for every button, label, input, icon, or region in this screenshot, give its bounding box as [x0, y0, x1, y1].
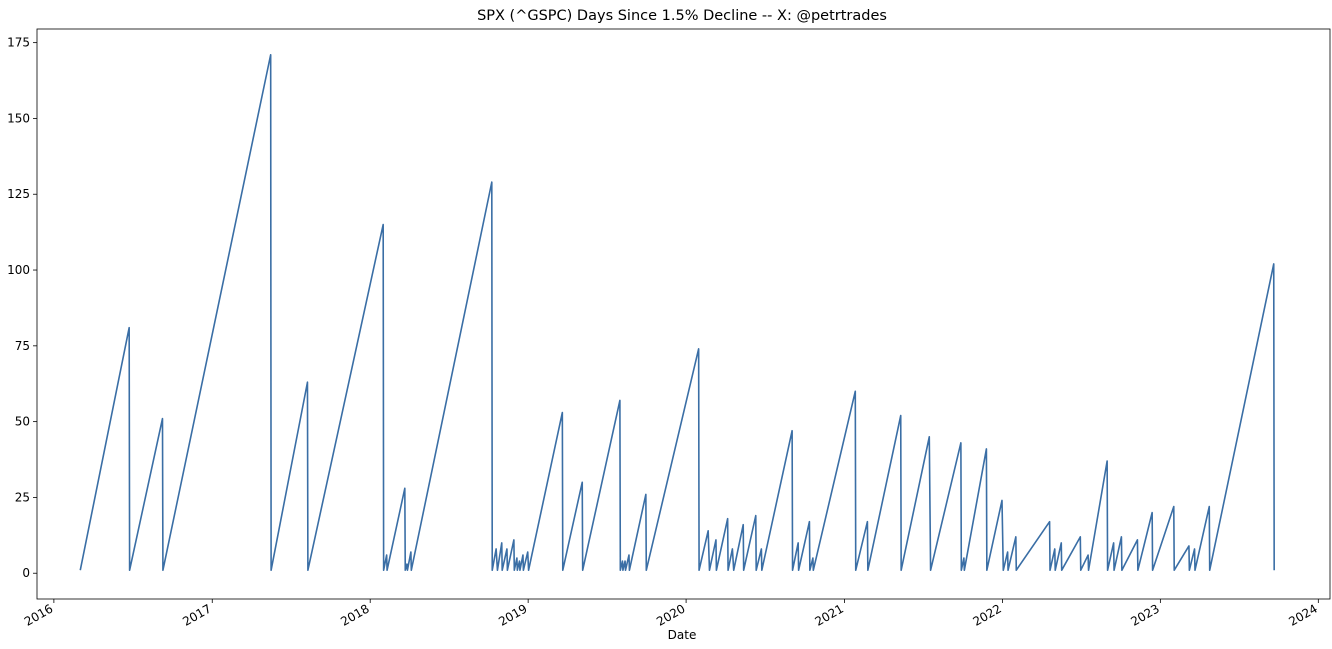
- x-tick-label: 2023: [1128, 601, 1161, 628]
- x-tick-label: 2017: [180, 601, 213, 628]
- y-tick-label: 150: [7, 111, 30, 125]
- y-tick-label: 100: [7, 263, 30, 277]
- x-tick-label: 2016: [22, 601, 55, 628]
- x-tick-label: 2018: [338, 601, 371, 628]
- x-tick-label: 2024: [1286, 601, 1319, 628]
- y-tick-label: 25: [15, 490, 30, 504]
- y-tick-label: 50: [15, 415, 30, 429]
- x-tick-label: 2020: [654, 601, 687, 628]
- x-tick-label: 2021: [813, 601, 846, 628]
- data-line: [79, 53, 1275, 571]
- plot-area: [37, 29, 1330, 599]
- y-tick-label: 0: [22, 566, 30, 580]
- plot-frame: [36, 28, 1331, 600]
- x-axis-label: Date: [668, 628, 697, 642]
- x-axis: 2016 2017 2018 2019 2020 2021 2022 2023 2024: [22, 599, 1320, 629]
- chart-title: SPX (^GSPC) Days Since 1.5% Decline -- X…: [477, 8, 887, 24]
- x-tick-label: 2019: [496, 601, 529, 628]
- y-tick-label: 175: [7, 36, 30, 50]
- x-tick-label: 2022: [970, 601, 1003, 628]
- y-tick-label: 125: [7, 187, 30, 201]
- y-axis: 0 25 50 75 100 125 150 175: [7, 36, 37, 580]
- y-tick-label: 75: [15, 339, 30, 353]
